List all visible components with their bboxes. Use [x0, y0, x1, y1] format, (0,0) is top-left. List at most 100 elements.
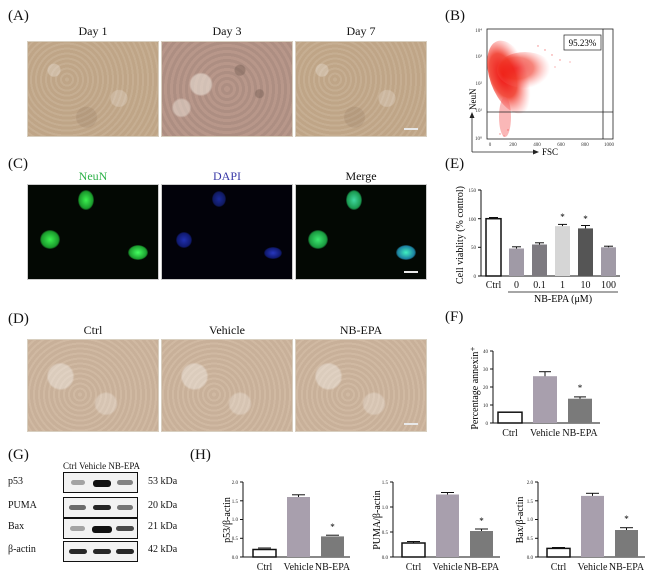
- svg-text:10: 10: [483, 404, 489, 409]
- micrograph-day3: [161, 41, 293, 137]
- svg-text:20: 20: [483, 386, 489, 391]
- blot-label-beta-actin: β-actin: [8, 544, 36, 555]
- svg-text:600: 600: [557, 143, 565, 148]
- chart-puma-ratio: 0.0 0.5 1.0 1.5 * Ctrl Vehicle NB-EPA PU…: [372, 481, 500, 573]
- bar-ctrl: [401, 542, 426, 558]
- panel-label-f: (F): [445, 309, 464, 325]
- bar-100: [601, 247, 616, 276]
- blot-bax: [63, 518, 138, 539]
- significance-asterisk: *: [583, 214, 588, 224]
- svg-text:50: 50: [471, 246, 477, 251]
- bar-1: [555, 226, 570, 276]
- y-axis-label: Percentage annexin⁺: [470, 346, 481, 429]
- micrograph-nb-epa: [295, 339, 427, 432]
- svg-text:0: 0: [474, 275, 477, 280]
- svg-text:1: 1: [560, 280, 565, 291]
- svg-text:NB-EPA: NB-EPA: [609, 562, 645, 573]
- bar-nb-epa: [321, 536, 344, 557]
- svg-text:0: 0: [486, 422, 489, 427]
- svg-text:1.5: 1.5: [232, 500, 239, 505]
- significance-asterisk: *: [479, 516, 484, 526]
- blot-kda-puma: 20 kDa: [148, 500, 178, 511]
- blot-label-p53: p53: [8, 476, 23, 487]
- blot-p53: [63, 472, 138, 493]
- svg-text:Ctrl: Ctrl: [486, 280, 502, 291]
- chart-cell-viability: 0 50 100 150 * * Ctrl 0 0.1 1 10 100 NB-…: [455, 186, 620, 305]
- blot-lane-header: Ctrl Vehicle NB-EPA: [63, 461, 141, 471]
- panel-c-title-merge: Merge: [345, 169, 377, 183]
- svg-text:Vehicle: Vehicle: [433, 562, 464, 573]
- panel-label-d: (D): [8, 311, 29, 327]
- chart-p53-ratio: 0.0 0.5 1.0 1.5 2.0 * Ctrl Vehicle NB-EP…: [222, 481, 351, 573]
- significance-asterisk: *: [560, 212, 565, 222]
- significance-asterisk: *: [330, 522, 335, 532]
- panel-label-h: (H): [190, 447, 211, 463]
- svg-text:1.0: 1.0: [527, 518, 534, 523]
- panel-a-title-day7: Day 7: [346, 24, 376, 38]
- panel-label-a: (A): [8, 8, 29, 24]
- svg-text:10⁰: 10⁰: [475, 136, 482, 142]
- svg-text:800: 800: [581, 143, 589, 148]
- y-axis-label-neun: NeuN: [468, 88, 478, 110]
- panel-label-c: (C): [8, 156, 28, 172]
- fluorescence-merge: [295, 184, 427, 280]
- scale-bar: [404, 128, 418, 130]
- scale-bar: [404, 423, 418, 425]
- bar-nb-epa: [470, 531, 493, 557]
- bar-vehicle: [287, 497, 310, 557]
- panel-c-title-neun: NeuN: [78, 169, 108, 183]
- bar-vehicle: [436, 494, 459, 557]
- svg-text:0.1: 0.1: [533, 280, 546, 291]
- svg-text:Ctrl: Ctrl: [502, 428, 518, 439]
- svg-text:200: 200: [509, 143, 517, 148]
- svg-text:150: 150: [469, 189, 477, 194]
- svg-text:0.5: 0.5: [232, 537, 239, 542]
- svg-text:10: 10: [581, 280, 591, 291]
- blot-label-bax: Bax: [8, 521, 25, 532]
- bar-ctrl: [485, 217, 502, 277]
- blot-kda-beta-actin: 42 kDa: [148, 544, 178, 555]
- svg-text:30: 30: [483, 368, 489, 373]
- svg-text:1.0: 1.0: [232, 518, 239, 523]
- blot-kda-p53: 53 kDa: [148, 476, 178, 487]
- panel-label-b: (B): [445, 8, 465, 24]
- bar-ctrl: [497, 411, 523, 424]
- panel-c-title-dapi: DAPI: [212, 169, 241, 183]
- y-axis-label: p53/β-actin: [222, 497, 233, 543]
- svg-text:NB-EPA: NB-EPA: [315, 562, 351, 573]
- bar-ctrl: [252, 548, 277, 558]
- svg-text:Ctrl: Ctrl: [406, 562, 422, 573]
- fluorescence-neun: [27, 184, 159, 280]
- svg-text:Vehicle: Vehicle: [530, 428, 561, 439]
- svg-text:0.5: 0.5: [382, 531, 389, 536]
- bar-nb-epa: [615, 530, 638, 557]
- blot-beta-actin: [63, 541, 138, 562]
- svg-text:10²: 10²: [476, 81, 483, 87]
- bar-ctrl: [546, 547, 571, 558]
- svg-text:100: 100: [469, 218, 477, 223]
- scale-bar: [404, 271, 418, 273]
- y-axis-label: PUMA/β-actin: [372, 490, 383, 550]
- micrograph-vehicle: [161, 339, 293, 432]
- blot-puma: [63, 497, 138, 518]
- panel-d-title-vehicle: Vehicle: [209, 323, 245, 337]
- svg-text:1.5: 1.5: [527, 500, 534, 505]
- x-axis-label-fsc: FSC: [542, 147, 558, 157]
- micrograph-day7: [295, 41, 427, 137]
- blot-kda-bax: 21 kDa: [148, 521, 178, 532]
- svg-text:0.5: 0.5: [527, 537, 534, 542]
- bar-0: [509, 248, 524, 276]
- gate-percentage: 95.23%: [569, 38, 597, 48]
- svg-text:0.0: 0.0: [232, 556, 239, 561]
- svg-text:0.0: 0.0: [382, 556, 389, 561]
- bar-vehicle: [581, 495, 604, 557]
- svg-text:10¹: 10¹: [476, 108, 483, 114]
- bar-10: [578, 228, 593, 276]
- svg-text:400: 400: [533, 143, 541, 148]
- svg-text:Ctrl: Ctrl: [257, 562, 273, 573]
- svg-text:Vehicle: Vehicle: [578, 562, 609, 573]
- svg-text:0: 0: [489, 143, 492, 148]
- bar-vehicle: [533, 376, 557, 423]
- x-axis-label: NB-EPA (μM): [534, 294, 592, 305]
- svg-text:2.0: 2.0: [232, 481, 239, 486]
